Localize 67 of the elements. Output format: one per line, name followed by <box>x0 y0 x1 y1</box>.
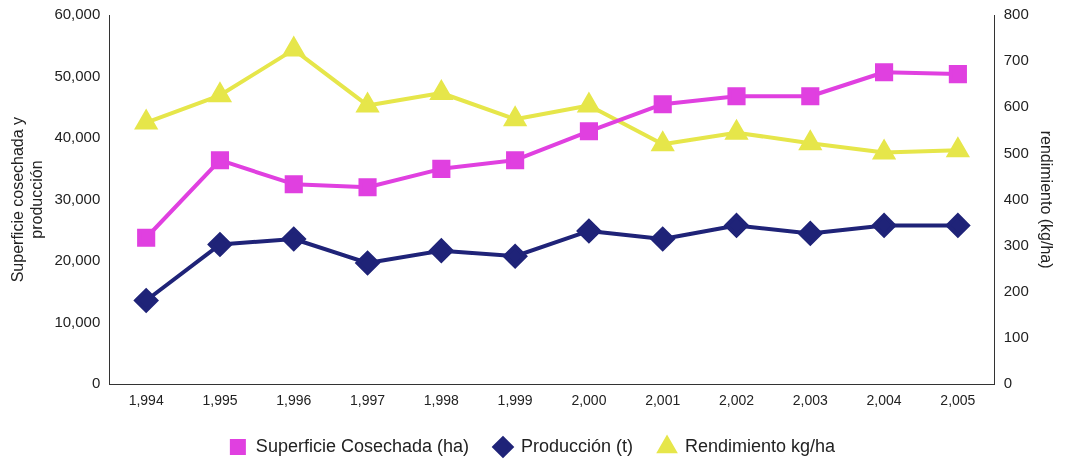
point <box>432 159 451 178</box>
point <box>578 93 600 113</box>
x-tick-label: 2,001 <box>645 392 681 409</box>
point <box>872 138 896 160</box>
y-tick-label: 60,000 <box>54 5 101 23</box>
x-tick-label: 1,998 <box>423 392 460 409</box>
x-tick-label: 2,002 <box>718 392 755 409</box>
point <box>210 151 230 170</box>
point <box>281 226 306 251</box>
y-tick-label: 40,000 <box>54 128 101 146</box>
point <box>798 221 823 246</box>
x-tick-label: 2,000 <box>571 392 607 409</box>
point <box>724 213 749 238</box>
point <box>875 63 894 82</box>
y2-tick-label: 800 <box>1003 5 1029 23</box>
point <box>948 65 967 84</box>
x-tick-label: 1,997 <box>350 392 386 409</box>
y2-tick-label: 600 <box>1003 97 1029 115</box>
x-tick-label: 2,003 <box>792 392 829 409</box>
y2-tick-label: 700 <box>1003 51 1029 69</box>
point <box>356 93 379 113</box>
point <box>801 87 820 106</box>
point <box>282 35 306 57</box>
x-tick-label: 1,999 <box>497 392 533 409</box>
x-tick-label: 2,004 <box>866 392 902 409</box>
y-tick-label: 50,000 <box>54 66 101 84</box>
point <box>652 132 674 152</box>
y-tick-label: 30,000 <box>54 189 101 207</box>
point <box>207 232 232 257</box>
point <box>506 151 525 170</box>
point <box>209 83 231 103</box>
y2-tick-label: 500 <box>1003 143 1029 161</box>
point <box>355 250 380 275</box>
y2-tick-label: 400 <box>1003 189 1029 207</box>
legend-label: Superficie Cosechada (ha) <box>255 435 469 456</box>
point <box>945 213 970 238</box>
x-tick-label: 1,996 <box>276 392 312 409</box>
point <box>799 131 821 151</box>
point <box>284 175 303 194</box>
x-tick-label: 1,994 <box>128 392 164 409</box>
y2-tick-label: 100 <box>1003 328 1029 346</box>
y2-tick-label: 300 <box>1003 235 1029 253</box>
legend-label: Producción (t) <box>520 435 634 456</box>
point <box>503 244 528 269</box>
point <box>358 178 377 197</box>
y2-axis-title: rendimiento (kg/ha) <box>1037 130 1055 269</box>
x-tick-label: 2,005 <box>940 392 976 409</box>
point <box>576 218 601 243</box>
point <box>872 213 897 238</box>
y-tick-label: 10,000 <box>54 312 101 330</box>
point <box>947 138 969 158</box>
point <box>504 107 526 127</box>
legend-label: Rendimiento kg/ha <box>685 435 837 456</box>
x-tick-label: 1,995 <box>202 392 238 409</box>
point <box>579 122 598 141</box>
point <box>137 228 156 247</box>
point <box>650 226 675 251</box>
y-tick-label: 20,000 <box>54 251 101 269</box>
point <box>429 238 454 263</box>
point <box>134 288 159 313</box>
y2-tick-label: 0 <box>1003 374 1013 392</box>
y-tick-label: 0 <box>91 374 101 392</box>
point <box>430 80 452 100</box>
point <box>727 87 746 106</box>
point <box>653 95 672 114</box>
y2-tick-label: 200 <box>1003 282 1029 300</box>
y-axis-title: Superficie cosechada y producción <box>9 116 46 283</box>
